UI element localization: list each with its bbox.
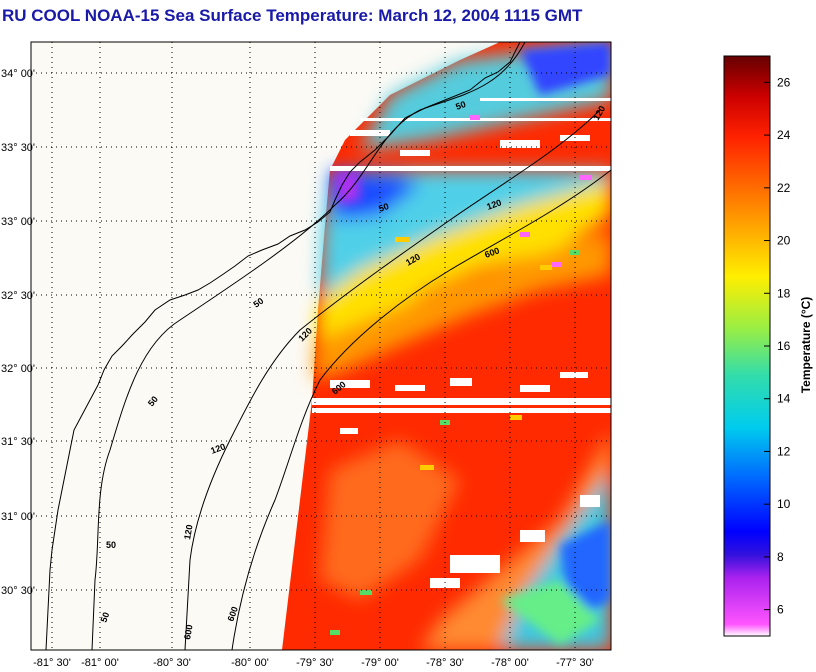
isobath-label: 50 <box>98 611 111 624</box>
lon-tick-label: -81° 00' <box>81 657 119 669</box>
colorbar-tick-label: 16 <box>777 339 791 353</box>
colorbar-tick-label: 18 <box>777 286 791 300</box>
colorbar-tick-label: 10 <box>777 497 791 511</box>
lon-tick-label: -78° 00' <box>491 657 529 669</box>
lat-tick-label: 34° 00' <box>1 68 35 80</box>
isobath-600 <box>231 169 612 651</box>
isobath-label: 600 <box>182 624 194 641</box>
colorbar-tick-label: 8 <box>777 550 784 564</box>
isobath-label: 120 <box>209 441 227 456</box>
isobath-label: 600 <box>225 605 240 623</box>
lon-tick-label: -79° 30' <box>296 657 334 669</box>
lon-tick-label: -80° 30' <box>153 657 191 669</box>
lat-tick-label: 32° 30' <box>1 290 35 302</box>
lon-tick-label: -81° 30' <box>33 657 71 669</box>
isobath-label: 600 <box>483 245 501 260</box>
map-frame <box>30 41 612 651</box>
lat-tick-label: 33° 00' <box>1 216 35 228</box>
lon-tick-label: -80° 00' <box>231 657 269 669</box>
colorbar-tick-label: 14 <box>777 392 791 406</box>
lat-tick-label: 31° 00' <box>1 511 35 523</box>
isobath-label: 50 <box>146 394 160 408</box>
isobath-120 <box>184 109 601 651</box>
colorbar-tick-label: 24 <box>777 128 791 142</box>
isobath-label: 120 <box>485 197 503 212</box>
colorbar-tick-label: 26 <box>777 75 791 89</box>
colorbar-tick-label: 20 <box>777 234 791 248</box>
lon-tick-label: -78° 30' <box>426 657 464 669</box>
isobath-label: 50 <box>377 201 390 214</box>
colorbar-tick-label: 12 <box>777 444 791 458</box>
lat-tick-label: 33° 30' <box>1 142 35 154</box>
page-title: RU COOL NOAA-15 Sea Surface Temperature:… <box>2 6 583 25</box>
isobath-label: 120 <box>182 524 194 541</box>
lat-tick-label: 30° 30' <box>1 585 35 597</box>
lat-tick-label: 32° 00' <box>1 363 35 375</box>
isobath-label: 50 <box>251 296 265 310</box>
colorbar-tick-label: 6 <box>777 603 784 617</box>
isobath-label: 50 <box>454 99 467 112</box>
colorbar-tick-label: 22 <box>777 181 791 195</box>
lat-tick-label: 31° 30' <box>1 436 35 448</box>
colorbar <box>723 55 771 637</box>
sst-swath <box>282 42 611 650</box>
colorbar-label: Temperature (°C) <box>799 297 813 394</box>
isobath-label: 50 <box>106 540 116 550</box>
lon-tick-label: -77° 30' <box>556 657 594 669</box>
lon-tick-label: -79° 00' <box>361 657 399 669</box>
isobath-50 <box>91 41 526 651</box>
